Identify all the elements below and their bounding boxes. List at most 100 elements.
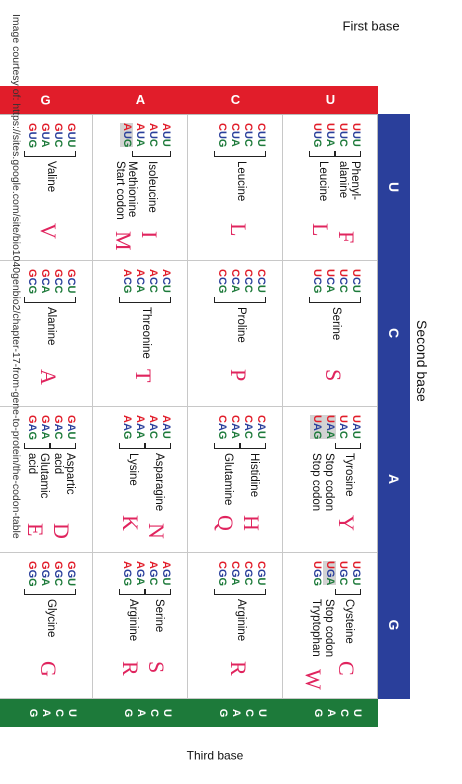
- amino-acid-letter: K: [118, 515, 143, 531]
- codon-base: U: [324, 561, 336, 569]
- codon-cgg: CGG: [215, 561, 228, 586]
- amino-acid-name: Arginine: [127, 599, 139, 642]
- amino-acid-letter: R: [226, 661, 251, 676]
- codon-bracket: [214, 589, 266, 595]
- codon-ccc: CCC: [241, 269, 254, 293]
- codon-base: A: [147, 422, 159, 431]
- codon-uca: UCA: [323, 269, 336, 293]
- codon-cau: CAU: [254, 415, 267, 439]
- amino-acid-name: Isoleucine: [146, 161, 159, 213]
- third-base-c: C: [53, 709, 65, 717]
- codon-base: A: [134, 577, 146, 586]
- third-base-g: G: [27, 708, 39, 718]
- codon-base: U: [337, 561, 349, 569]
- codon-bracket: [119, 443, 145, 449]
- codon-base: C: [147, 284, 159, 293]
- codon-base: A: [147, 269, 159, 277]
- third-base-g: G: [312, 708, 324, 718]
- amino-acid-name: Tryptophan: [310, 599, 323, 657]
- codon-ugu: UGU: [349, 561, 362, 585]
- codon-base: U: [160, 130, 172, 139]
- amino-acid-name: Histidine: [248, 453, 260, 498]
- codon-base: A: [311, 422, 323, 431]
- amino-acid-name: Asparagine: [153, 453, 165, 512]
- amino-acid-name: Tyrosine: [343, 453, 355, 497]
- codon-ugg: UGG: [310, 561, 323, 586]
- codon-base: G: [26, 569, 38, 579]
- codon-bracket: [335, 443, 361, 449]
- third-base-title-text: Third base: [186, 748, 244, 763]
- amino-acid-name: Methionine Start codon: [114, 161, 139, 220]
- codon-base: C: [242, 123, 254, 131]
- codon-base: A: [324, 430, 336, 439]
- codon-base: G: [65, 123, 77, 132]
- codon-base: U: [350, 284, 362, 293]
- codon-guc: GUC: [51, 123, 64, 147]
- codon-base: U: [350, 561, 362, 569]
- codon-base: C: [39, 277, 51, 286]
- amino-acid-letter: A: [36, 369, 61, 385]
- codon-base: C: [229, 561, 241, 569]
- first-base-a: A: [93, 86, 188, 114]
- codon-uuc: UUC: [336, 123, 349, 147]
- codon-caa: CAA: [228, 415, 241, 439]
- codon-base: G: [311, 430, 323, 440]
- amino-acid-name: Cysteine: [343, 599, 355, 644]
- first-base-letter: C: [230, 92, 241, 108]
- codon-cell: UGU UGC UGA UGG Cysteine C Stop codon Tryptopha…: [282, 553, 377, 699]
- codon-bracket: [335, 589, 361, 595]
- codon-base: G: [26, 561, 38, 570]
- codon-base: U: [65, 285, 77, 294]
- codon-base: G: [242, 568, 254, 578]
- codon-gac: GAC: [51, 415, 64, 439]
- codon-base: U: [350, 577, 362, 586]
- codon-cug: CUG: [215, 123, 228, 147]
- codon-cell: GGU GGC GGA GGG Glycine G: [0, 553, 92, 699]
- codon-ggg: GGG: [25, 561, 38, 587]
- codon-base: A: [255, 422, 267, 431]
- codon-base: U: [324, 269, 336, 277]
- codon-base: C: [216, 276, 228, 285]
- image-credit: Image courtesy of: https://sites.google.…: [10, 14, 22, 539]
- codon-base: G: [255, 568, 267, 578]
- codon-base: G: [311, 568, 323, 578]
- codon-base: A: [160, 422, 172, 431]
- amino-acid-name: Phenyl- alanine: [337, 161, 361, 200]
- codon-base: G: [134, 568, 146, 578]
- codon-base: G: [52, 569, 64, 579]
- codon-base: U: [255, 138, 267, 147]
- codon-base: U: [65, 578, 77, 587]
- codon-base: A: [121, 415, 133, 423]
- third-base-g: G: [122, 708, 134, 718]
- codon-base: U: [324, 130, 336, 139]
- codon-base: G: [39, 569, 51, 579]
- codon-base: A: [39, 423, 51, 432]
- codon-cuc: CUC: [241, 123, 254, 147]
- codon-uag: UAG: [310, 415, 323, 440]
- codon-base: A: [324, 422, 336, 431]
- codon-base: G: [121, 568, 133, 578]
- codon-acc: ACC: [146, 269, 159, 293]
- codon-cgc: CGC: [241, 561, 254, 585]
- codon-auu: AUU: [159, 123, 172, 147]
- third-base-u: U: [256, 709, 268, 717]
- first-base-letter: A: [135, 92, 146, 108]
- codon-base: U: [350, 123, 362, 131]
- first-base-letter: G: [40, 92, 51, 108]
- codon-base: C: [52, 285, 64, 294]
- codon-ucu: UCU: [349, 269, 362, 293]
- codon-base: C: [311, 276, 323, 285]
- codon-gca: GCA: [38, 269, 51, 293]
- codon-bracket: [145, 443, 171, 449]
- codon-base: U: [255, 130, 267, 139]
- codon-bracket: [335, 151, 361, 157]
- codon-bracket: [50, 443, 76, 449]
- codon-base: G: [121, 430, 133, 440]
- amino-acid-letter: F: [334, 231, 359, 244]
- codon-base: A: [39, 285, 51, 294]
- amino-acid-letter: V: [36, 223, 61, 239]
- codon-base: A: [324, 284, 336, 293]
- third-base-u: U: [351, 709, 363, 717]
- codon-gua: GUA: [38, 123, 51, 147]
- first-base-title: First base: [343, 6, 400, 46]
